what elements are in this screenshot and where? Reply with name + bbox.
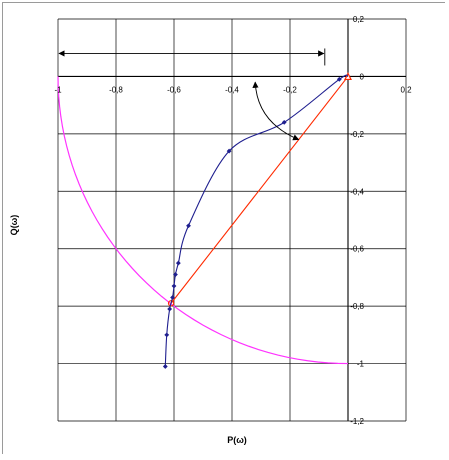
marks [57,48,352,369]
y-tick-label: -0,4 [350,187,364,196]
unit-circle-arc [57,76,349,365]
plot-background [3,3,446,455]
tick-labels: -1 -0,8 -0,6 -0,4 -0,2 0,2 0,2 0 -0,2 -0,4 -0,6 -0,… [54,15,412,426]
x-tick-label: -0,6 [167,85,181,94]
y-tick-label: 0,2 [353,15,365,24]
chart: -1 -0,8 -0,6 -0,4 -0,2 0,2 0,2 0 -0,2 -0,4 -0,6 -0,… [3,3,446,455]
y-tick-label: -1 [357,360,365,369]
hodograph-point [226,148,232,154]
radius-vector-line [170,76,349,304]
x-tick-label: 0,2 [400,85,412,94]
hodograph-point [336,76,342,82]
hodograph-point [186,223,191,229]
hodograph-point [167,306,173,312]
y-tick-label: -0,6 [350,245,364,254]
vector-end-marker [167,300,175,307]
hodograph-point [162,364,168,369]
y-tick-label: -0,8 [350,302,364,311]
x-axis-label: P(ω) [227,435,247,445]
x-tick-label: -1 [54,85,62,94]
hodograph-point [173,272,178,277]
x-tick-label: -0,2 [283,85,297,94]
y-axis-label: Q(ω) [9,215,19,236]
y-tick-label: 0 [360,72,365,81]
hodograph-point [175,260,181,266]
chart-frame: -1 -0,8 -0,6 -0,4 -0,2 0,2 0,2 0 -0,2 -0,4 -0,6 -0,… [2,2,446,455]
hodograph-point [164,332,170,338]
curved-angle-arrow [252,81,300,141]
y-tick-label: -0,2 [350,130,364,139]
hodograph-point [170,295,175,300]
x-tick-label: -0,4 [225,85,239,94]
x-tick-label: -0,8 [109,85,123,94]
y-tick-label: -1,2 [350,417,364,426]
hodograph-point [171,283,177,289]
